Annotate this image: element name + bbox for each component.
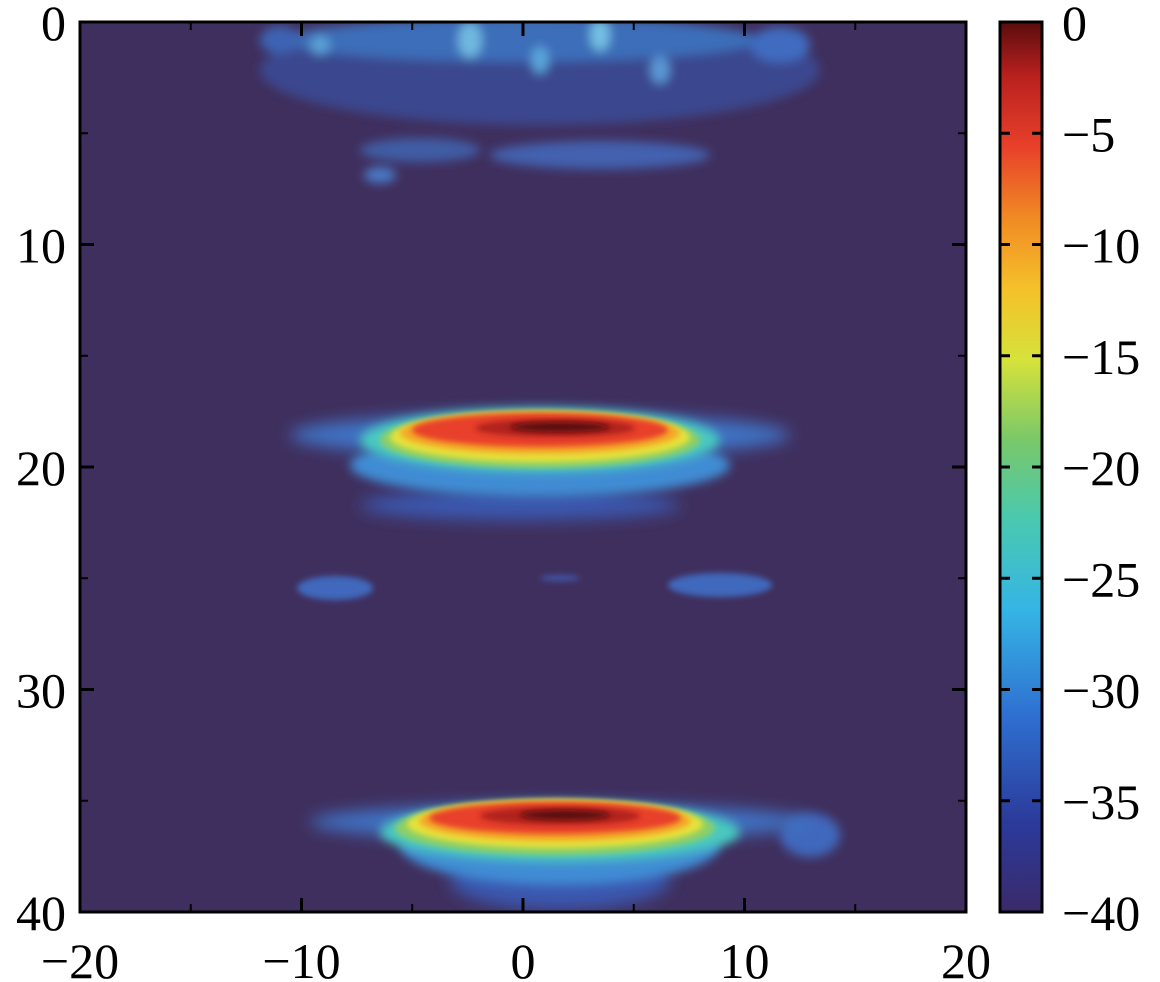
- colorbar-tick-label: −10: [1062, 218, 1140, 274]
- surface-clutter: [260, 22, 820, 183]
- y-tick-label: 40: [16, 885, 66, 941]
- heatmap-features: [260, 22, 840, 910]
- colorbar-tick-label: −35: [1062, 774, 1140, 830]
- y-tick-label: 10: [16, 218, 66, 274]
- x-axis: −20 −10 0 10 20: [41, 22, 991, 982]
- colorbar-tick-label: −15: [1062, 329, 1140, 385]
- colorbar-tick-label: −30: [1062, 663, 1140, 719]
- colorbar-tick-label: −40: [1062, 885, 1140, 941]
- x-tick-label: −10: [262, 933, 340, 982]
- x-tick-label: 0: [511, 933, 536, 982]
- y-tick-label: 20: [16, 440, 66, 496]
- y-tick-label: 30: [16, 663, 66, 719]
- reflection-2: [310, 800, 840, 910]
- colorbar-tick-label: −20: [1062, 440, 1140, 496]
- y-tick-label: 0: [41, 0, 66, 51]
- reflection-1: [290, 408, 790, 520]
- side-lobes: [297, 573, 772, 600]
- colorbar-tick-label: −25: [1062, 551, 1140, 607]
- x-tick-label: −20: [41, 933, 119, 982]
- y-axis: 0 10 20 30 40: [16, 0, 966, 941]
- colorbar-tick-label: −5: [1062, 106, 1115, 162]
- colorbar-tick-label: 0: [1062, 0, 1087, 51]
- colorbar-axis: 0 −5 −10 −15 −20 −25 −30 −35 −40: [1000, 0, 1140, 941]
- x-tick-label: 20: [941, 933, 991, 982]
- x-tick-label: 10: [720, 933, 770, 982]
